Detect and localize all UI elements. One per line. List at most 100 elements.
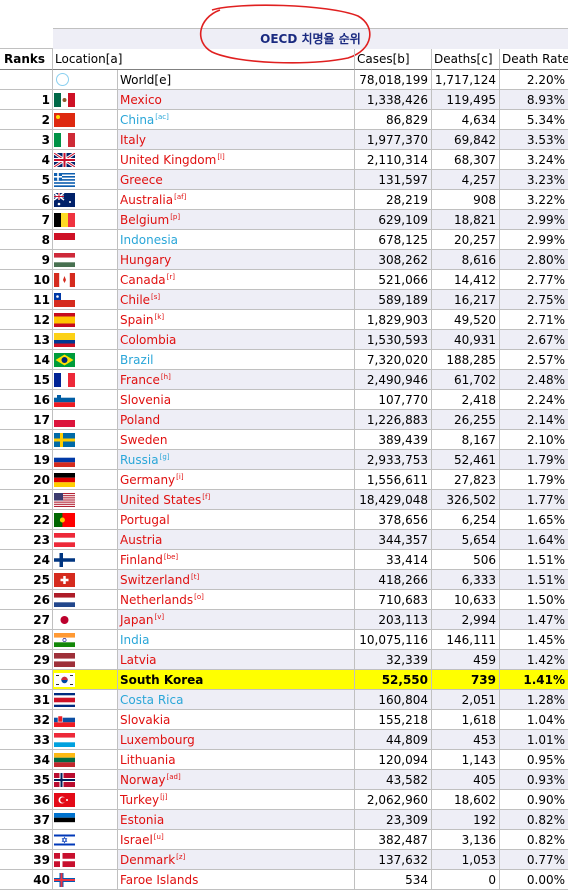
footnote-ref[interactable]: [v] — [154, 613, 165, 621]
country-link[interactable]: Australia — [120, 193, 174, 207]
header-death-rate[interactable]: Death Rate — [500, 49, 568, 70]
rank-cell: 3 — [0, 130, 53, 150]
deaths-cell: 26,255 — [432, 410, 500, 430]
cases-cell: 1,556,611 — [355, 470, 432, 490]
country-link[interactable]: Hungary — [120, 253, 172, 267]
table-row: 33 Luxembourg 44,809 453 1.01% — [0, 730, 568, 750]
footnote-ref[interactable]: [u] — [153, 833, 164, 841]
footnote-ref[interactable]: [i] — [176, 473, 184, 481]
country-link[interactable]: Denmark — [120, 853, 176, 867]
death-rate-cell: 3.24% — [500, 150, 568, 170]
footnote-ref[interactable]: [af] — [174, 193, 187, 201]
table-row: 28 India 10,075,116 146,111 1.45% — [0, 630, 568, 650]
footnote-ref[interactable]: [h] — [160, 373, 171, 381]
footnote-ref[interactable]: [j] — [160, 793, 168, 801]
country-link[interactable]: Latvia — [120, 653, 157, 667]
spain-flag — [54, 313, 75, 327]
death-rate-cell: 1.47% — [500, 610, 568, 630]
country-link[interactable]: Slovenia — [120, 393, 172, 407]
country-link[interactable]: Japan — [120, 613, 154, 627]
italy-flag — [54, 133, 75, 147]
country-link[interactable]: Switzerland — [120, 573, 190, 587]
country-link[interactable]: Turkey — [120, 793, 160, 807]
country-link[interactable]: Faroe Islands — [120, 873, 199, 887]
china-flag — [54, 113, 75, 127]
colombia-flag — [54, 333, 75, 347]
country-link[interactable]: Canada — [120, 273, 166, 287]
table-row: 27 Japan[v] 203,113 2,994 1.47% — [0, 610, 568, 630]
country-link[interactable]: Luxembourg — [120, 733, 195, 747]
header-deaths[interactable]: Deaths[c] — [432, 49, 500, 70]
footnote-ref[interactable]: [r] — [166, 273, 176, 281]
country-link[interactable]: Lithuania — [120, 753, 176, 767]
country-link[interactable]: France — [120, 373, 160, 387]
country-link[interactable]: Spain — [120, 313, 154, 327]
country-link[interactable]: Chile — [120, 293, 151, 307]
death-rate-cell: 0.95% — [500, 750, 568, 770]
country-link[interactable]: Indonesia — [120, 233, 179, 247]
country-link[interactable]: Russia — [120, 453, 159, 467]
footnote-ref[interactable]: [k] — [154, 313, 165, 321]
header-location[interactable]: Location[a] — [53, 49, 355, 70]
footnote-ref[interactable]: [o] — [194, 593, 204, 601]
slovakia-flag — [54, 713, 75, 727]
cases-cell: 589,189 — [355, 290, 432, 310]
cases-cell: 137,632 — [355, 850, 432, 870]
deaths-cell: 739 — [432, 670, 500, 690]
country-link[interactable]: Germany — [120, 473, 176, 487]
country-link[interactable]: Costa Rica — [120, 693, 184, 707]
rank-cell: 40 — [0, 870, 53, 890]
footnote-ref[interactable]: [z] — [176, 853, 186, 861]
table-row: 10 Canada[r] 521,066 14,412 2.77% — [0, 270, 568, 290]
footnote-ref[interactable]: [ad] — [166, 773, 181, 781]
deaths-cell: 14,412 — [432, 270, 500, 290]
country-link[interactable]: Israel — [120, 833, 153, 847]
country-link[interactable]: Portugal — [120, 513, 170, 527]
country-link[interactable]: Poland — [120, 413, 161, 427]
rank-cell: 19 — [0, 450, 53, 470]
country-link[interactable]: Sweden — [120, 433, 168, 447]
footnote-ref[interactable]: [p] — [170, 213, 181, 221]
country-link[interactable]: Mexico — [120, 93, 162, 107]
south-korea-flag — [54, 673, 75, 687]
header-ranks[interactable]: Ranks — [0, 49, 53, 70]
rank-cell: 30 — [0, 670, 53, 690]
country-link[interactable]: Colombia — [120, 333, 177, 347]
country-link[interactable]: Netherlands — [120, 593, 194, 607]
deaths-cell: 10,633 — [432, 590, 500, 610]
footnote-ref[interactable]: [s] — [151, 293, 161, 301]
footnote-ref[interactable]: [l] — [217, 153, 225, 161]
table-row: 19 Russia[g] 2,933,753 52,461 1.79% — [0, 450, 568, 470]
country-link[interactable]: Austria — [120, 533, 163, 547]
rank-cell: 6 — [0, 190, 53, 210]
table-row: 7 Belgium[p] 629,109 18,821 2.99% — [0, 210, 568, 230]
country-link[interactable]: Estonia — [120, 813, 165, 827]
country-link[interactable]: India — [120, 633, 150, 647]
footnote-ref[interactable]: [g] — [159, 453, 170, 461]
deaths-cell: 3,136 — [432, 830, 500, 850]
cases-cell: 131,597 — [355, 170, 432, 190]
table-row: 15 France[h] 2,490,946 61,702 2.48% — [0, 370, 568, 390]
country-link[interactable]: Belgium — [120, 213, 170, 227]
death-rate-cell: 2.14% — [500, 410, 568, 430]
header-cases[interactable]: Cases[b] — [355, 49, 432, 70]
footnote-ref[interactable]: [ac] — [155, 113, 169, 121]
country-link[interactable]: Finland — [120, 553, 163, 567]
country-link[interactable]: Norway — [120, 773, 166, 787]
country-link[interactable]: United States — [120, 493, 202, 507]
country-link[interactable]: Greece — [120, 173, 163, 187]
country-link[interactable]: South Korea — [120, 673, 204, 687]
cases-cell: 120,094 — [355, 750, 432, 770]
footnote-ref[interactable]: [f] — [202, 493, 211, 501]
rank-cell: 25 — [0, 570, 53, 590]
country-link[interactable]: Slovakia — [120, 713, 171, 727]
country-link[interactable]: United Kingdom — [120, 153, 217, 167]
footnote-ref[interactable]: [t] — [191, 573, 200, 581]
country-link[interactable]: China — [120, 113, 155, 127]
country-link[interactable]: Italy — [120, 133, 147, 147]
denmark-flag — [54, 853, 75, 867]
footnote-ref[interactable]: [be] — [163, 553, 179, 561]
country-link[interactable]: Brazil — [120, 353, 154, 367]
rank-cell: 36 — [0, 790, 53, 810]
table-row: 31 Costa Rica 160,804 2,051 1.28% — [0, 690, 568, 710]
